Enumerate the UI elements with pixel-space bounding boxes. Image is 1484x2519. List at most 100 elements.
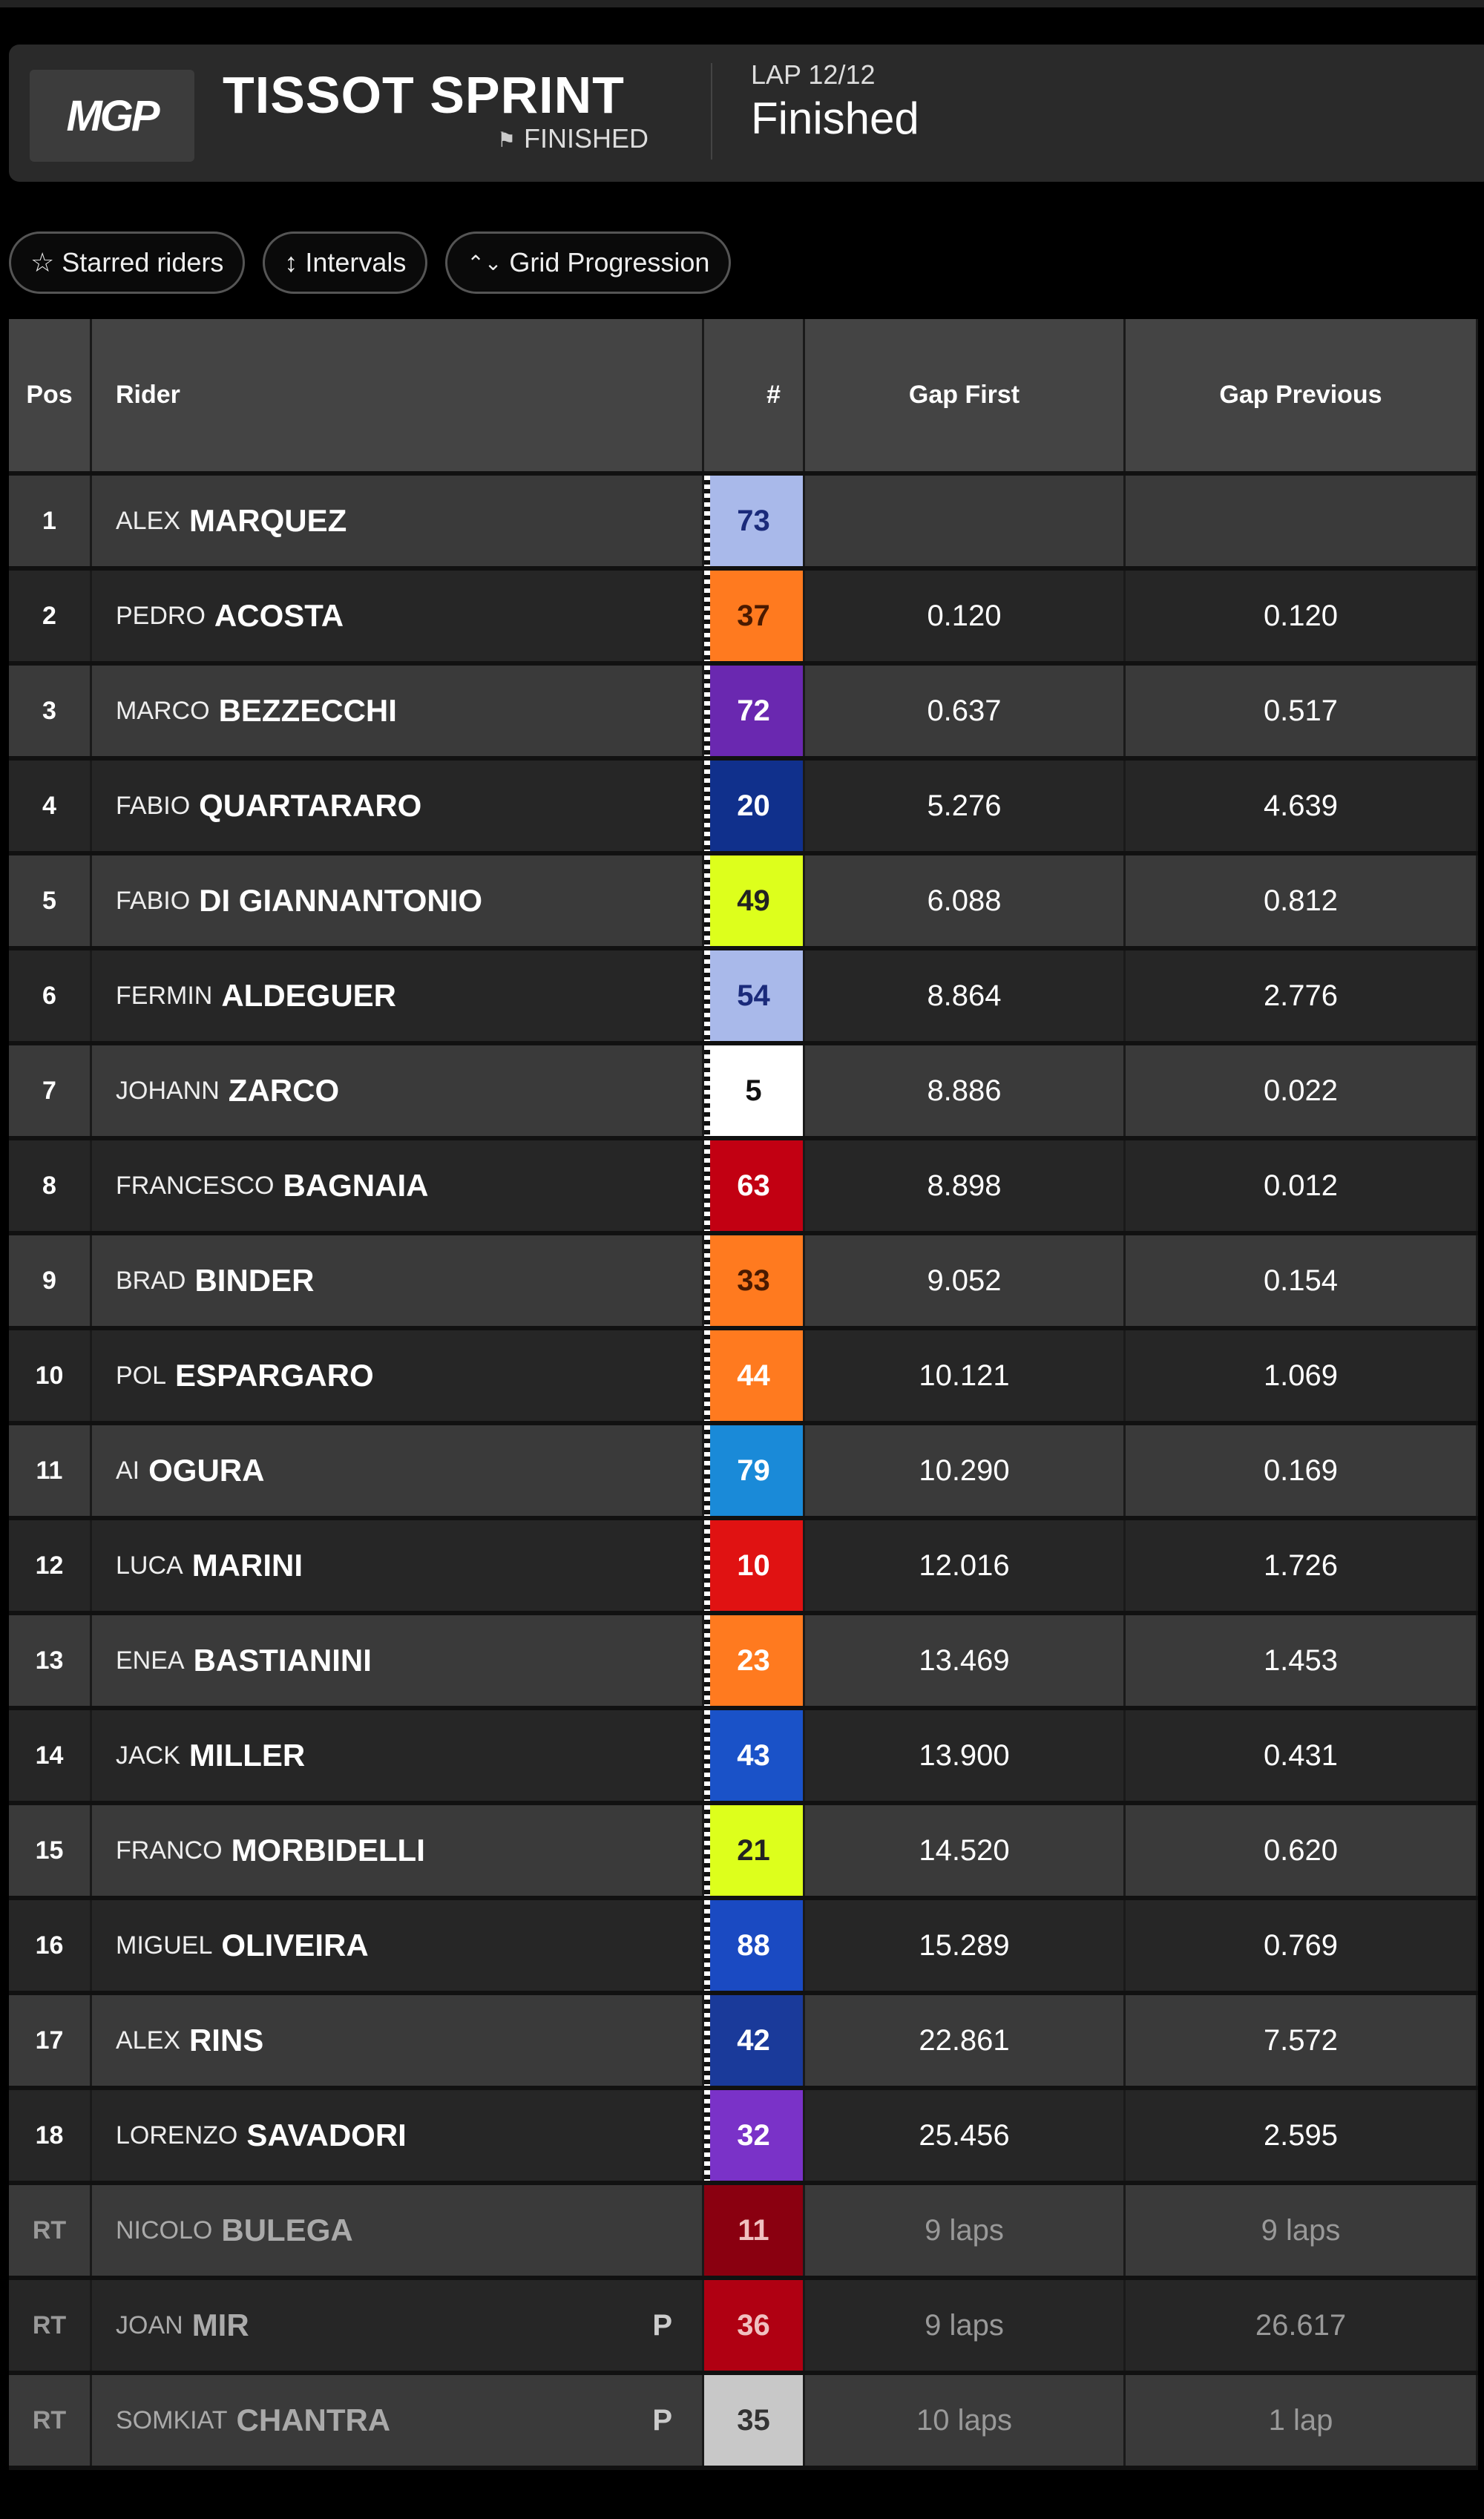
- gap-previous: 0.769: [1126, 1900, 1478, 1991]
- gap-previous: 0.012: [1126, 1140, 1478, 1231]
- header-rider[interactable]: Rider: [92, 319, 704, 471]
- number-text: 73: [737, 504, 770, 537]
- position: 6: [9, 950, 92, 1041]
- table-row[interactable]: 7 JOHANN ZARCO 5 8.886 0.022: [9, 1045, 1478, 1140]
- table-row[interactable]: 13 ENEA BASTIANINI 23 13.469 1.453: [9, 1615, 1478, 1710]
- header-gap-previous[interactable]: Gap Previous: [1126, 319, 1478, 471]
- header-number[interactable]: #: [704, 319, 805, 471]
- penalty-flag: P: [652, 2403, 672, 2437]
- table-row[interactable]: RT JOAN MIR P 36 9 laps 26.617: [9, 2280, 1478, 2375]
- gap-first: 15.289: [805, 1900, 1126, 1991]
- table-row[interactable]: 17 ALEX RINS 42 22.861 7.572: [9, 1995, 1478, 2090]
- position: 9: [9, 1235, 92, 1326]
- checkered-flag-icon: [704, 1425, 710, 1516]
- position: RT: [9, 2280, 92, 2371]
- rider-last-name: BASTIANINI: [193, 1643, 372, 1678]
- table-row[interactable]: 11 AI OGURA 79 10.290 0.169: [9, 1425, 1478, 1520]
- lap-counter: LAP 12/12: [751, 59, 876, 90]
- table-row[interactable]: 18 LORENZO SAVADORI 32 25.456 2.595: [9, 2090, 1478, 2185]
- table-row[interactable]: 10 POL ESPARGARO 44 10.121 1.069: [9, 1330, 1478, 1425]
- rider-name: JACK MILLER: [92, 1710, 704, 1801]
- gap-first: 9 laps: [805, 2280, 1126, 2371]
- checkered-flag-icon: [704, 950, 710, 1041]
- table-row[interactable]: 1 ALEX MARQUEZ 73: [9, 476, 1478, 571]
- number-text: 37: [737, 599, 770, 632]
- gap-first: 8.898: [805, 1140, 1126, 1231]
- rider-name: PEDRO ACOSTA: [92, 571, 704, 661]
- rider-first-name: JACK: [116, 1741, 180, 1770]
- position: 15: [9, 1805, 92, 1896]
- table-row[interactable]: 14 JACK MILLER 43 13.900 0.431: [9, 1710, 1478, 1805]
- number-text: 33: [737, 1264, 770, 1297]
- gap-first: 14.520: [805, 1805, 1126, 1896]
- number-text: 42: [737, 2023, 770, 2057]
- rider-last-name: MIR: [191, 2308, 249, 2342]
- grid-progression-button[interactable]: ⌃⌄ Grid Progression: [445, 231, 732, 294]
- number-text: 44: [737, 1359, 770, 1392]
- rider-number: 33: [704, 1235, 805, 1326]
- number-text: 72: [737, 694, 770, 727]
- rider-first-name: ENEA: [116, 1646, 185, 1675]
- position: 13: [9, 1615, 92, 1706]
- checkered-flag-icon: [704, 1330, 710, 1421]
- table-row[interactable]: 12 LUCA MARINI 10 12.016 1.726: [9, 1520, 1478, 1615]
- rider-name: FERMIN ALDEGUER: [92, 950, 704, 1041]
- checkered-flag-icon: [704, 1615, 710, 1706]
- table-row[interactable]: 15 FRANCO MORBIDELLI 21 14.520 0.620: [9, 1805, 1478, 1900]
- rider-number: 49: [704, 855, 805, 946]
- position: RT: [9, 2375, 92, 2466]
- number-text: 54: [737, 979, 770, 1012]
- table-row[interactable]: RT SOMKIAT CHANTRA P 35 10 laps 1 lap: [9, 2375, 1478, 2470]
- rider-first-name: NICOLO: [116, 2216, 213, 2244]
- position: 12: [9, 1520, 92, 1611]
- gap-first: 22.861: [805, 1995, 1126, 2086]
- rider-number: 54: [704, 950, 805, 1041]
- number-text: 20: [737, 789, 770, 822]
- gap-first: 5.276: [805, 761, 1126, 851]
- checkered-flag-icon: [704, 1995, 710, 2086]
- rider-last-name: BULEGA: [221, 2213, 353, 2247]
- checkered-flag-icon: [704, 1140, 710, 1231]
- gap-first: 10.290: [805, 1425, 1126, 1516]
- gap-previous: 1.726: [1126, 1520, 1478, 1611]
- rider-number: 88: [704, 1900, 805, 1991]
- rider-last-name: SAVADORI: [246, 2118, 407, 2152]
- rider-name: BRAD BINDER: [92, 1235, 704, 1326]
- position: 5: [9, 855, 92, 946]
- table-row[interactable]: 2 PEDRO ACOSTA 37 0.120 0.120: [9, 571, 1478, 666]
- number-text: 88: [737, 1928, 770, 1962]
- number-text: 43: [737, 1738, 770, 1772]
- rider-name: FRANCO MORBIDELLI: [92, 1805, 704, 1896]
- rider-number: 10: [704, 1520, 805, 1611]
- gap-previous: 0.517: [1126, 666, 1478, 756]
- gap-first: 13.469: [805, 1615, 1126, 1706]
- position: 10: [9, 1330, 92, 1421]
- rider-last-name: ESPARGARO: [175, 1358, 374, 1393]
- table-row[interactable]: 9 BRAD BINDER 33 9.052 0.154: [9, 1235, 1478, 1330]
- rider-last-name: BAGNAIA: [283, 1168, 429, 1203]
- rider-first-name: MIGUEL: [116, 1931, 213, 1960]
- starred-riders-button[interactable]: ☆ Starred riders: [9, 231, 246, 294]
- rider-number: 43: [704, 1710, 805, 1801]
- table-row[interactable]: 6 FERMIN ALDEGUER 54 8.864 2.776: [9, 950, 1478, 1045]
- table-row[interactable]: 16 MIGUEL OLIVEIRA 88 15.289 0.769: [9, 1900, 1478, 1995]
- checkered-flag-icon: [704, 1520, 710, 1611]
- table-row[interactable]: 3 MARCO BEZZECCHI 72 0.637 0.517: [9, 666, 1478, 761]
- table-row[interactable]: 8 FRANCESCO BAGNAIA 63 8.898 0.012: [9, 1140, 1478, 1235]
- rider-name: POL ESPARGARO: [92, 1330, 704, 1421]
- gap-first: 9.052: [805, 1235, 1126, 1326]
- gap-first: 13.900: [805, 1710, 1126, 1801]
- rider-last-name: BINDER: [194, 1263, 315, 1298]
- table-row[interactable]: 4 FABIO QUARTARARO 20 5.276 4.639: [9, 761, 1478, 855]
- header-pos[interactable]: Pos: [9, 319, 92, 471]
- table-row[interactable]: 5 FABIO DI GIANNANTONIO 49 6.088 0.812: [9, 855, 1478, 950]
- header-gap-first[interactable]: Gap First: [805, 319, 1126, 471]
- rider-name: ALEX MARQUEZ: [92, 476, 704, 566]
- position: 14: [9, 1710, 92, 1801]
- checkered-flag-icon: [704, 1900, 710, 1991]
- table-row[interactable]: RT NICOLO BULEGA 11 9 laps 9 laps: [9, 2185, 1478, 2280]
- number-text: 10: [737, 1548, 770, 1582]
- rider-first-name: POL: [116, 1361, 167, 1390]
- intervals-button[interactable]: ↕ Intervals: [263, 231, 428, 294]
- rider-number: 23: [704, 1615, 805, 1706]
